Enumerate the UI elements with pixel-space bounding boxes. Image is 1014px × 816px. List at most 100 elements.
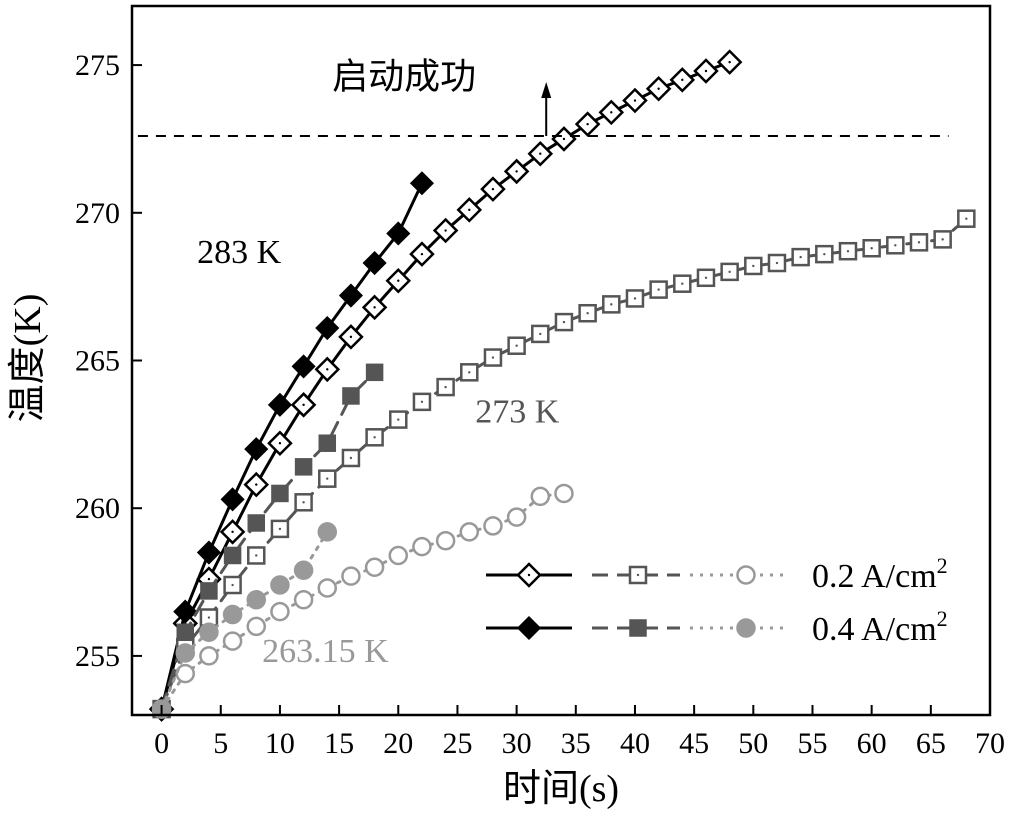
series-point-2-22-center <box>681 282 684 285</box>
series-point-0-3-center <box>231 530 234 534</box>
series-point-2-6-center <box>302 501 305 504</box>
x-tick-label-13: 65 <box>916 727 946 760</box>
x-tick-label-3: 15 <box>324 727 354 760</box>
series-point-4-16 <box>530 486 551 507</box>
y-axis-title: 温度(K) <box>7 294 49 423</box>
x-tick-label-8: 40 <box>620 727 650 760</box>
series-point-5-5 <box>270 575 290 595</box>
series-point-0-6-center <box>302 403 305 407</box>
x-tick-label-14: 70 <box>975 727 1005 760</box>
y-tick-label-1: 260 <box>75 492 120 525</box>
series-point-4-5 <box>270 601 290 622</box>
legend-marker-1-1 <box>629 619 647 637</box>
series-point-2-15-center <box>515 344 518 347</box>
series-point-0-4-center <box>255 483 258 486</box>
series-point-2-17-center <box>562 320 566 324</box>
series-point-1-1 <box>173 599 198 624</box>
series-point-2-31-center <box>894 244 897 247</box>
series-point-5-3 <box>222 604 243 625</box>
series-layer <box>148 49 976 722</box>
series-point-1-5 <box>267 392 292 417</box>
series-point-5-7 <box>317 522 338 542</box>
series-point-2-20-center <box>633 297 637 300</box>
y-tick-label-2: 265 <box>75 345 120 378</box>
y-tick-label-0: 255 <box>75 640 120 673</box>
legend-marker-0-2 <box>736 565 756 585</box>
series-point-4-11 <box>412 536 432 557</box>
series-point-2-5-center <box>278 527 282 531</box>
series-point-0-20-center <box>633 99 637 102</box>
series-point-4-9 <box>364 557 385 578</box>
series-point-5-4 <box>246 590 267 610</box>
series-point-0-21-center <box>657 87 660 90</box>
series-point-2-24-center <box>728 270 731 274</box>
series-point-2-29-center <box>846 249 850 253</box>
series-5 <box>151 522 338 719</box>
series-point-2-14-center <box>491 356 495 359</box>
x-axis-title: 时间(s) <box>503 768 619 810</box>
series-point-4-1 <box>175 663 196 684</box>
x-tick-label-11: 55 <box>797 727 827 760</box>
series-point-4-13 <box>459 522 480 542</box>
series-point-0-9-center <box>373 306 376 309</box>
series-point-0-11-center <box>420 252 424 256</box>
series-point-0-19-center <box>610 111 613 114</box>
series-point-1-8 <box>338 283 363 308</box>
series-point-2-28-center <box>823 252 826 256</box>
series-point-1-6 <box>291 354 316 379</box>
series-point-4-15 <box>506 507 527 527</box>
series-point-3-1 <box>176 623 195 642</box>
series-point-0-8-center <box>349 335 353 339</box>
series-point-0-14-center <box>491 187 495 191</box>
series-point-0-23-center <box>704 69 708 73</box>
temperature-label-1: 273 K <box>475 394 560 431</box>
series-point-2-2-center <box>207 616 211 619</box>
series-point-0-7-center <box>326 368 329 371</box>
series-point-0-2-center <box>207 577 211 581</box>
x-tick-label-4: 20 <box>383 727 413 760</box>
series-point-2-12-center <box>444 385 447 389</box>
legend-marker-1-2 <box>736 618 756 638</box>
series-point-2-11-center <box>420 400 424 404</box>
series-point-0-17-center <box>562 137 566 141</box>
series-point-0-16-center <box>539 152 542 155</box>
series-point-2-7-center <box>326 477 329 480</box>
x-tick-label-1: 5 <box>213 727 228 760</box>
series-point-3-4 <box>247 514 266 532</box>
series-point-2-13-center <box>468 371 471 374</box>
series-point-4-12 <box>435 530 456 551</box>
series-point-4-14 <box>483 516 503 536</box>
series-point-1-7 <box>315 315 340 341</box>
legend-label-0: 0.2 A/cm2 <box>812 553 948 595</box>
legend-marker-0-1-center <box>636 573 640 577</box>
annotation-layer: 283 K 273 K 263.15 K <box>197 234 560 670</box>
series-point-4-2 <box>199 646 219 666</box>
threshold-arrowhead <box>541 81 552 98</box>
x-tick-label-12: 60 <box>857 727 887 760</box>
series-point-0-12-center <box>444 229 447 232</box>
series-point-1-4 <box>244 437 269 462</box>
legend-marker-1-0 <box>516 615 542 641</box>
temperature-label-2: 263.15 K <box>262 633 389 670</box>
legend-label-1: 0.4 A/cm2 <box>812 606 948 648</box>
series-point-1-10 <box>386 221 411 246</box>
series-point-1-2 <box>196 540 221 565</box>
series-point-2-33-center <box>941 238 944 241</box>
legend-entry-0: 0.2 A/cm2 <box>486 553 948 595</box>
series-point-3-9 <box>365 363 384 382</box>
series-point-4-8 <box>341 566 361 586</box>
series-point-2-21-center <box>657 288 660 291</box>
series-point-4-10 <box>388 545 409 566</box>
series-2 <box>152 209 976 719</box>
series-point-4-7 <box>317 578 338 598</box>
series-1 <box>149 171 435 722</box>
series-point-2-32-center <box>917 241 921 244</box>
series-point-0-13-center <box>468 208 471 212</box>
series-point-2-10-center <box>397 418 400 421</box>
series-point-3-3 <box>223 546 242 565</box>
x-tick-label-0: 0 <box>154 727 169 760</box>
series-point-2-34-center <box>965 217 968 220</box>
series-point-3-2 <box>200 582 218 600</box>
series-point-3-6 <box>294 458 313 476</box>
